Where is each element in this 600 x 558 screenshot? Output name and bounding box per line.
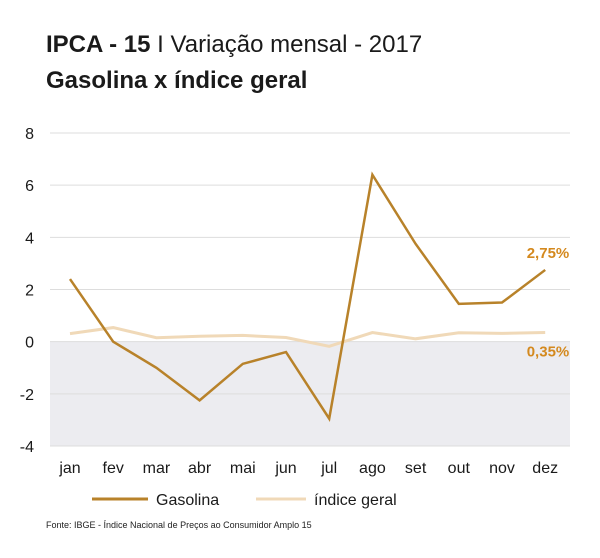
x-tick-label: dez — [532, 460, 558, 477]
x-tick-label: mai — [230, 460, 256, 477]
y-tick-label: 0 — [25, 335, 34, 352]
y-tick-label: 2 — [25, 283, 34, 300]
source-note: Fonte: IBGE - Índice Nacional de Preços … — [46, 520, 312, 530]
x-tick-label: jan — [58, 460, 80, 477]
x-tick-label: set — [405, 460, 427, 477]
x-tick-label: fev — [103, 460, 124, 477]
x-tick-label: abr — [188, 460, 212, 477]
end-label-indice-geral: 0,35% — [527, 344, 570, 361]
chart-title-rest: I Variação mensal - 2017 — [150, 31, 423, 58]
y-tick-label: -4 — [20, 439, 34, 456]
chart-title-bold: IPCA - 15 — [46, 31, 151, 58]
y-tick-label: 6 — [25, 178, 34, 195]
chart-title: IPCA - 15 I Variação mensal - 2017 — [46, 30, 422, 60]
y-tick-label: -2 — [20, 387, 34, 404]
legend-label-indice-geral: índice geral — [314, 492, 397, 509]
series-line-indice-geral — [69, 326, 546, 348]
y-tick-label: 4 — [25, 230, 34, 247]
chart-header: IPCA - 15 I Variação mensal - 2017 Gasol… — [46, 30, 422, 96]
end-label-gasolina: 2,75% — [527, 245, 570, 262]
x-tick-label: jul — [320, 460, 337, 477]
x-tick-label: jun — [274, 460, 296, 477]
y-tick-label: 8 — [25, 126, 34, 143]
x-tick-label: nov — [489, 460, 515, 477]
series-line-gasolina — [68, 171, 546, 422]
x-tick-label: out — [448, 460, 471, 477]
legend-label-gasolina: Gasolina — [156, 492, 219, 509]
chart-subtitle: Gasolina x índice geral — [46, 67, 308, 94]
x-tick-label: ago — [359, 460, 386, 477]
x-tick-label: mar — [143, 460, 171, 477]
